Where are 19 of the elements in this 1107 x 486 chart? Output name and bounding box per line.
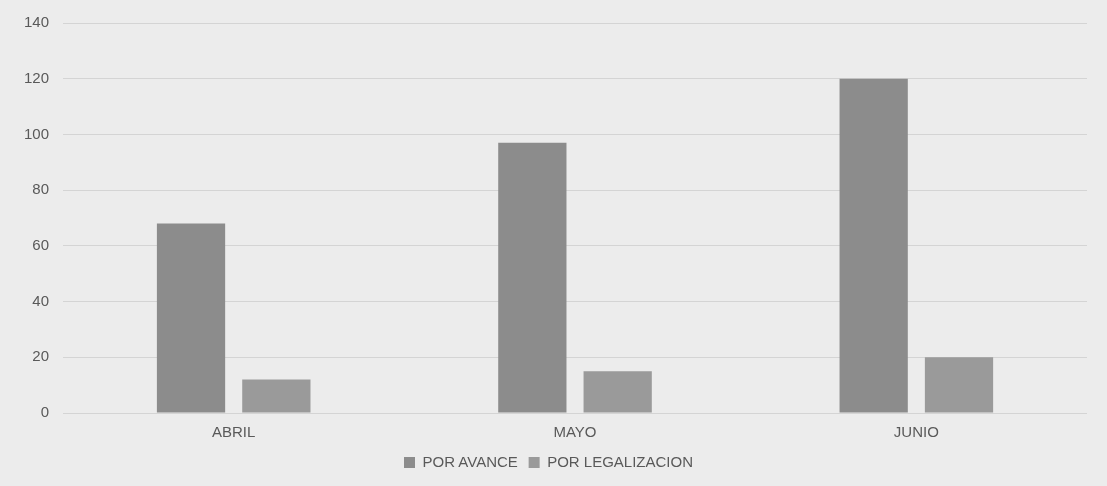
legend-label: POR AVANCE bbox=[422, 452, 518, 470]
y-tick-label: 120 bbox=[24, 68, 50, 86]
x-tick-label: ABRIL bbox=[212, 423, 256, 441]
x-tick-label: MAYO bbox=[553, 423, 597, 441]
y-tick-label: 20 bbox=[32, 347, 50, 365]
y-tick-label: 60 bbox=[32, 236, 50, 253]
bar bbox=[583, 371, 652, 413]
y-tick-label: 140 bbox=[24, 13, 50, 31]
x-tick-label: JUNIO bbox=[893, 423, 939, 441]
y-tick-label: 40 bbox=[32, 291, 50, 309]
bar bbox=[498, 142, 567, 413]
bar bbox=[156, 223, 226, 413]
y-tick-label: 80 bbox=[32, 180, 50, 198]
y-tick-label: 100 bbox=[24, 124, 50, 142]
bar bbox=[242, 379, 311, 413]
y-tick-label: 0 bbox=[40, 403, 50, 421]
bar bbox=[924, 357, 994, 413]
legend-label: POR LEGALIZACION bbox=[547, 452, 694, 470]
bar bbox=[839, 78, 908, 413]
